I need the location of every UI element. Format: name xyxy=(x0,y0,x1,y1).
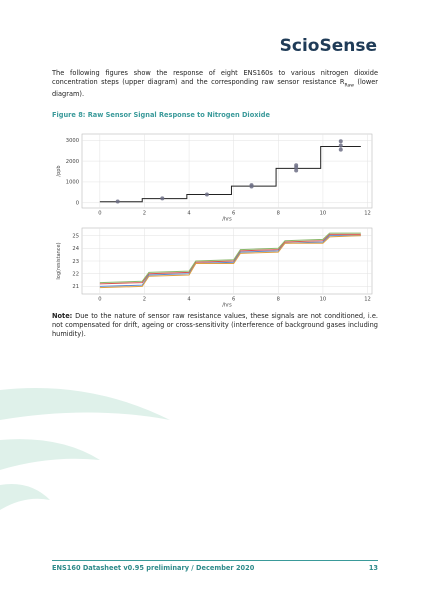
y-tick-label: 2000 xyxy=(66,159,79,165)
intro-tail: (lower diagram). xyxy=(52,78,378,99)
intro: The following figures show the response … xyxy=(52,69,378,99)
intro-text: The following figures show the response … xyxy=(52,69,378,86)
x-axis-label: /hrs xyxy=(222,303,232,309)
x-tick-label: 0 xyxy=(98,297,101,303)
y-tick-label: 23 xyxy=(72,259,79,265)
data-point xyxy=(294,163,299,168)
plot-area xyxy=(81,133,373,209)
data-line xyxy=(99,146,361,203)
data-point xyxy=(338,139,343,144)
figure-caption: Figure 8: Raw Sensor Signal Response to … xyxy=(52,111,270,119)
data-line xyxy=(99,233,361,285)
y-tick-label: 24 xyxy=(72,246,79,252)
x-tick-label: 4 xyxy=(187,297,191,303)
chart: 0 1000 2000 3000 0 2 4 6 8 10 12/hrs/ppb xyxy=(56,133,373,223)
y-tick-label: 3000 xyxy=(66,138,79,144)
data-point xyxy=(249,183,254,188)
note-label: Note: xyxy=(52,312,73,320)
note-text: Due to the nature of sensor raw resistan… xyxy=(52,312,378,338)
data-point xyxy=(115,199,120,204)
y-tick-label: 1000 xyxy=(66,180,79,186)
y-axis-label: log(resistance) xyxy=(56,242,62,279)
y-tick-label: 0 xyxy=(76,201,79,207)
data-point xyxy=(160,196,165,201)
logo: ScioSense xyxy=(279,36,377,56)
x-tick-label: 12 xyxy=(364,211,371,217)
y-tick-label: 22 xyxy=(72,271,79,277)
x-tick-label: 0 xyxy=(98,211,101,217)
x-tick-label: 4 xyxy=(187,211,191,217)
x-axis-label: /hrs xyxy=(222,217,232,223)
x-tick-label: 2 xyxy=(143,211,146,217)
x-tick-label: 6 xyxy=(232,297,235,303)
decoration xyxy=(0,388,170,510)
y-tick-label: 21 xyxy=(72,284,79,290)
x-tick-label: 6 xyxy=(232,211,235,217)
x-tick-label: 12 xyxy=(364,297,371,303)
x-tick-label: 10 xyxy=(320,211,327,217)
x-tick-label: 10 xyxy=(320,297,327,303)
data-line xyxy=(99,235,361,289)
data-point xyxy=(294,168,299,173)
x-tick-label: 2 xyxy=(143,297,146,303)
data-point xyxy=(204,192,209,197)
note: Note: Due to the nature of sensor raw re… xyxy=(52,312,378,339)
data-line xyxy=(99,232,361,284)
y-tick-label: 25 xyxy=(72,233,79,239)
footer-title: ENS160 Datasheet v0.95 preliminary / Dec… xyxy=(52,564,255,572)
intro-sub: Raw xyxy=(344,83,354,89)
data-point xyxy=(338,147,343,152)
page-number: 13 xyxy=(368,564,378,572)
data-line xyxy=(99,235,361,287)
x-tick-label: 8 xyxy=(277,211,280,217)
footer-rule xyxy=(52,560,378,561)
data-point xyxy=(338,143,343,148)
y-axis-label: /ppb xyxy=(56,165,62,176)
x-tick-label: 8 xyxy=(277,297,280,303)
